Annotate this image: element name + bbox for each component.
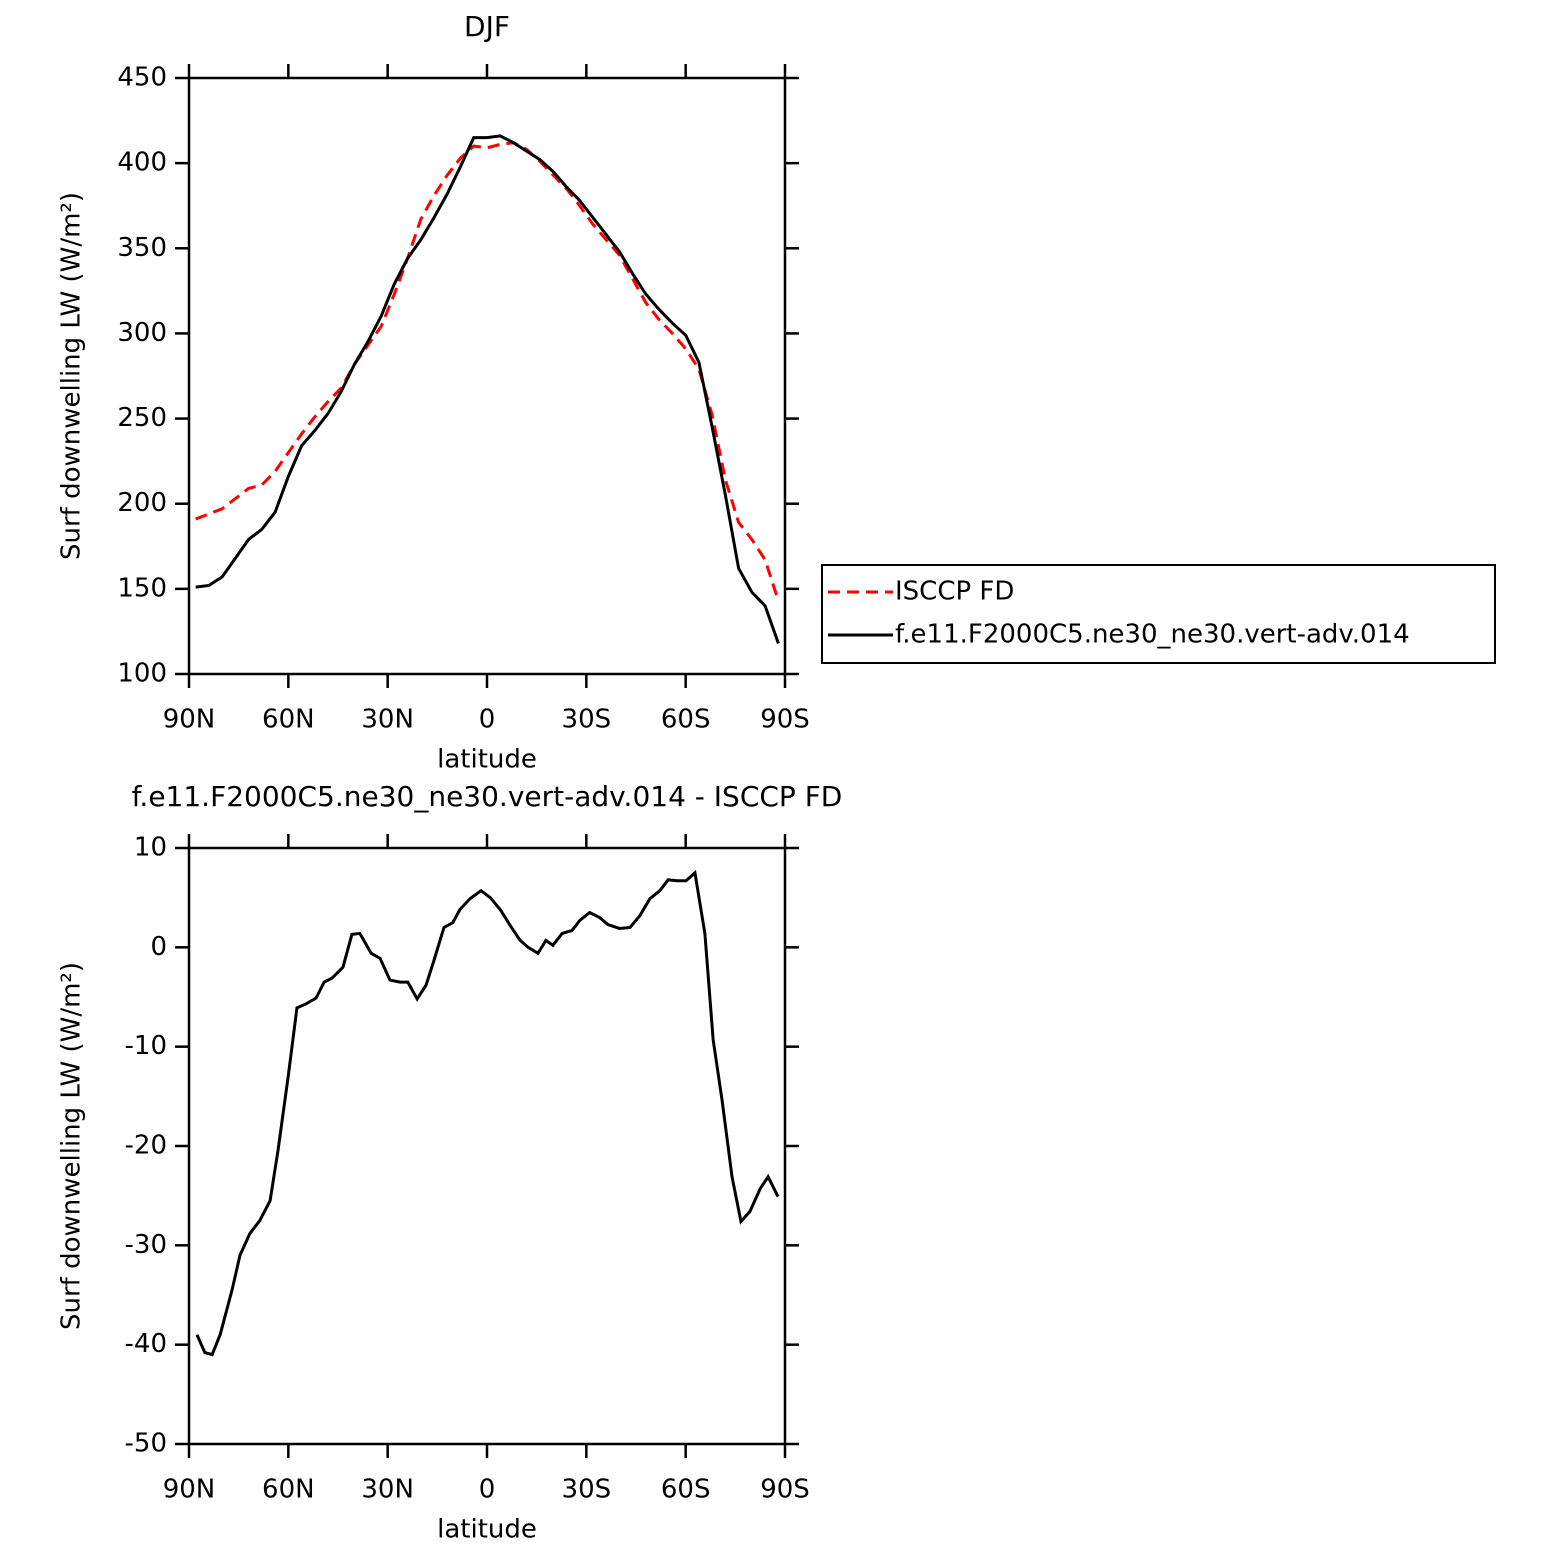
y-tick-label: 100: [117, 659, 167, 689]
plot-frame: [187, 76, 787, 676]
y-tick-label: 400: [117, 148, 167, 178]
data-line: [195, 141, 780, 602]
x-axis-label: latitude: [437, 745, 537, 775]
x-tick-label: 30S: [562, 705, 612, 735]
legend-label: f.e11.F2000C5.ne30_ne30.vert-adv.014: [895, 620, 1410, 650]
y-tick-label: 350: [117, 233, 167, 263]
x-tick-label: 30N: [361, 1475, 414, 1505]
legend-label: ISCCP FD: [895, 577, 1014, 607]
y-tick-label: 250: [117, 403, 167, 433]
x-tick-label: 30S: [562, 1475, 612, 1505]
x-tick-label: 60N: [262, 1475, 315, 1505]
y-tick-label: 150: [117, 573, 167, 603]
chart-title: DJF: [464, 10, 510, 43]
y-tick-label: 300: [117, 318, 167, 348]
x-tick-label: 90S: [760, 1475, 810, 1505]
x-tick-label: 60S: [661, 1475, 711, 1505]
x-tick-label: 90N: [163, 1475, 216, 1505]
x-axis-label: latitude: [437, 1515, 537, 1545]
y-tick-label: -20: [125, 1131, 167, 1161]
x-tick-label: 60S: [661, 705, 711, 735]
x-tick-label: 60N: [262, 705, 315, 735]
x-tick-label: 0: [479, 705, 496, 735]
data-line: [195, 134, 780, 644]
x-tick-label: 0: [479, 1475, 496, 1505]
x-tick-label: 90N: [163, 705, 216, 735]
x-tick-label: 30N: [361, 705, 414, 735]
y-tick-label: 10: [134, 833, 167, 863]
y-tick-label: -30: [125, 1230, 167, 1260]
x-tick-label: 90S: [760, 705, 810, 735]
data-line: [195, 869, 780, 1357]
y-tick-label: -40: [125, 1329, 167, 1359]
y-tick-label: -10: [125, 1031, 167, 1061]
y-tick-label: 450: [117, 63, 167, 93]
y-tick-label: -50: [125, 1429, 167, 1459]
y-axis-label: Surf downwelling LW (W/m²): [57, 962, 87, 1330]
chart-title: f.e11.F2000C5.ne30_ne30.vert-adv.014 - I…: [132, 780, 843, 813]
legend-box: [821, 564, 1496, 664]
y-axis-label: Surf downwelling LW (W/m²): [57, 192, 87, 560]
y-tick-label: 200: [117, 488, 167, 518]
y-tick-label: 0: [150, 932, 167, 962]
